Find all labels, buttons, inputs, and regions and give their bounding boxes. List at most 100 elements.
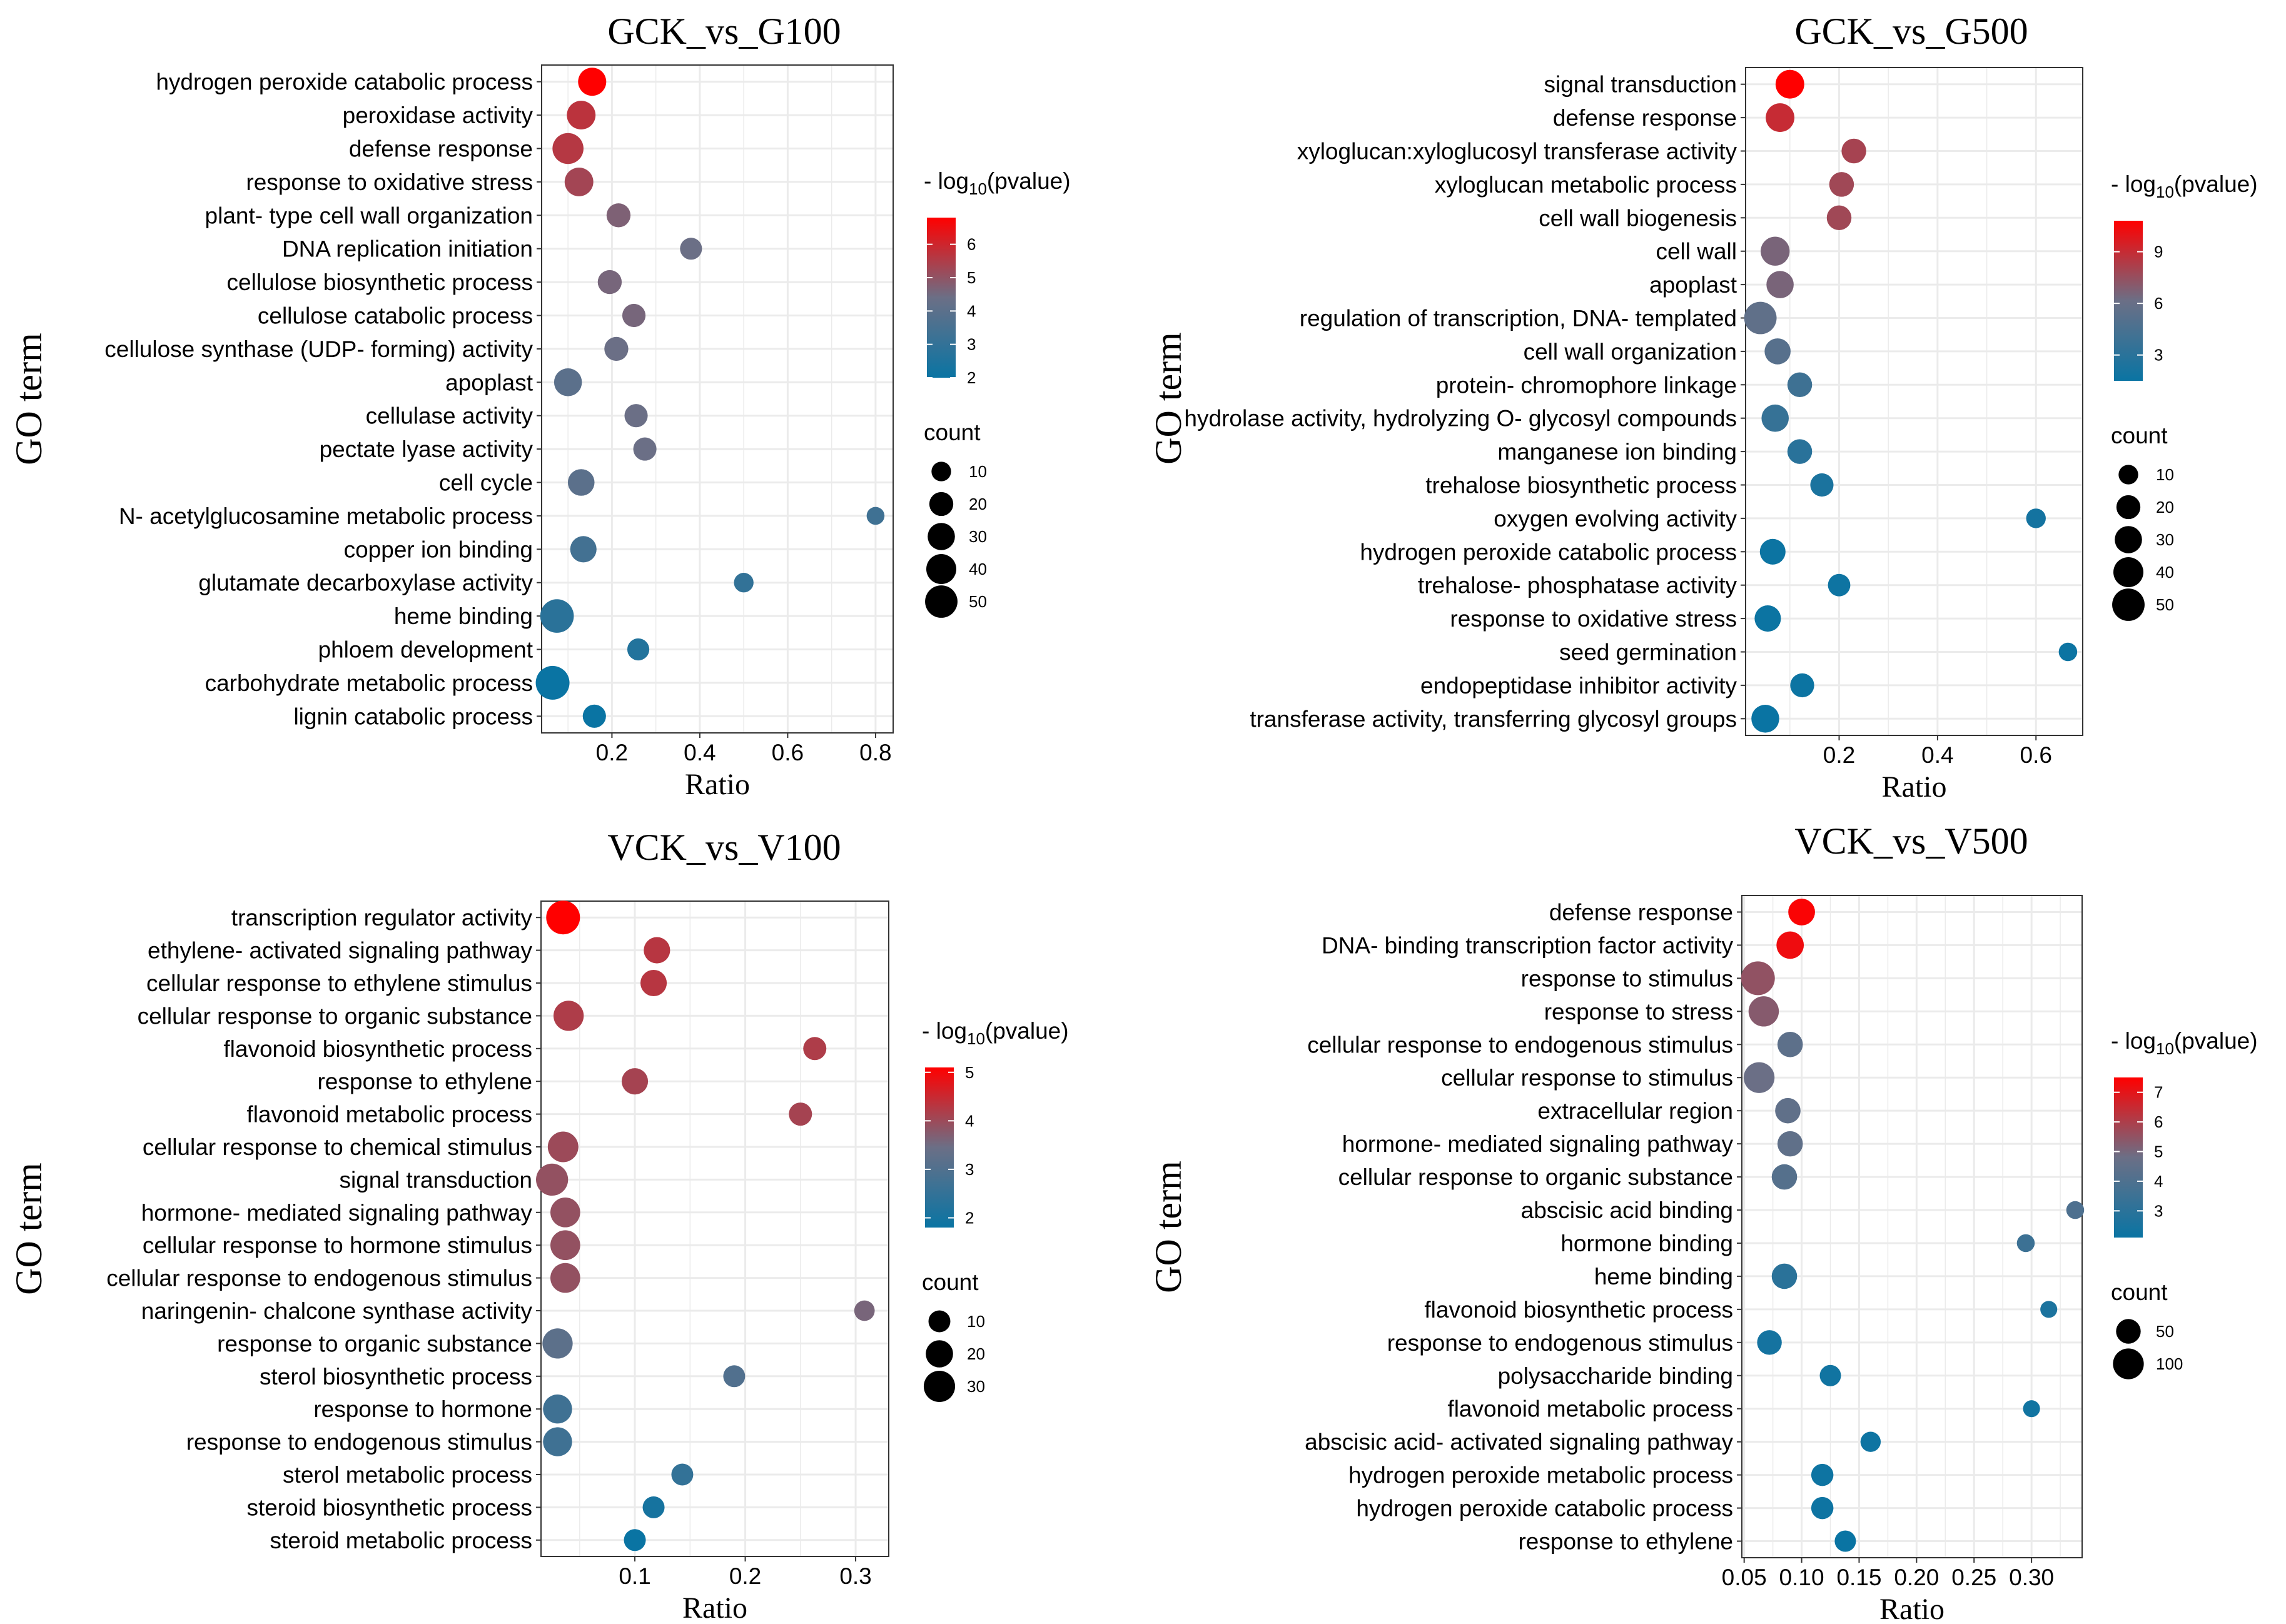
data-point (1759, 538, 1786, 565)
size-legend: count 50 100 (2111, 1279, 2183, 1379)
data-point (624, 404, 648, 428)
color-bar-label: 4 (965, 1111, 974, 1130)
legend-title-suffix: (pvalue) (2174, 171, 2258, 197)
y-tick-label: phloem development (318, 637, 534, 663)
color-legend-title: - log10(pvalue) (924, 168, 1071, 198)
data-point (582, 704, 606, 728)
data-point (543, 1395, 572, 1424)
y-tick-label: heme binding (1594, 1264, 1733, 1289)
legend-title-prefix: - log (2111, 171, 2156, 197)
data-point (1771, 1263, 1798, 1289)
plot-area (1746, 68, 2083, 735)
color-bar-label: 2 (965, 1208, 974, 1227)
size-legend-label: 40 (969, 560, 987, 578)
data-point (1751, 705, 1779, 733)
data-point (2026, 508, 2046, 528)
data-point (621, 1068, 649, 1095)
data-point (1761, 236, 1790, 266)
legend-title-suffix: (pvalue) (2174, 1028, 2258, 1054)
size-legend-label: 10 (969, 462, 987, 481)
data-point (1819, 1364, 1841, 1386)
x-tick-label: 0.3 (839, 1563, 871, 1589)
y-tick-label: apoplast (1649, 272, 1737, 298)
size-legend-label: 20 (2156, 498, 2174, 517)
size-legend: count 10 20 30 40 50 (2111, 423, 2174, 621)
y-tick-label: manganese ion binding (1497, 439, 1737, 465)
size-legend-dot (2113, 557, 2143, 587)
x-tick-label: 0.10 (1779, 1565, 1824, 1590)
size-legend-dot (2118, 465, 2138, 485)
y-tick-label: flavonoid metabolic process (1447, 1396, 1733, 1422)
size-legend-dot (2115, 526, 2142, 553)
data-point (543, 1427, 572, 1456)
color-bar-label: 3 (2154, 346, 2163, 365)
data-point (547, 1131, 579, 1163)
y-tick-label: cell wall (1656, 239, 1737, 265)
chart-title: GCK_vs_G100 (607, 11, 841, 52)
y-tick-label: xyloglucan metabolic process (1435, 172, 1737, 198)
data-point (1826, 205, 1852, 231)
data-point (1787, 439, 1813, 464)
color-bar-label: 5 (967, 268, 976, 287)
data-point (1860, 1431, 1881, 1452)
y-tick-label: hormone binding (1560, 1231, 1733, 1256)
color-legend: - log10(pvalue) 3 6 9 (2111, 171, 2258, 381)
y-axis-label: GO term (8, 333, 49, 465)
data-point (1771, 1164, 1798, 1190)
color-bar-label: 6 (2154, 294, 2163, 313)
y-tick-label: steroid metabolic process (270, 1528, 532, 1553)
size-legend-dot (928, 1310, 951, 1333)
size-legend-dot (926, 554, 956, 584)
size-legend-label: 10 (967, 1312, 985, 1331)
legend-title-sub: 10 (969, 179, 987, 198)
y-tick-label: response to endogenous stimulus (1387, 1330, 1733, 1356)
chart-title: GCK_vs_G500 (1794, 11, 2028, 52)
y-tick-label: extracellular region (1537, 1098, 1733, 1124)
data-point (2040, 1301, 2058, 1318)
data-point (2023, 1400, 2040, 1418)
y-tick-label: pectate lyase activity (320, 436, 534, 462)
size-legend-dot (929, 492, 954, 517)
y-tick-label: cellulose biosynthetic process (227, 270, 533, 295)
color-bar (2114, 221, 2143, 381)
y-tick-label: trehalose- phosphatase activity (1418, 573, 1737, 598)
color-bar-label: 6 (2154, 1112, 2163, 1131)
y-tick-label: cellular response to organic substance (1338, 1164, 1733, 1190)
x-tick-label: 0.25 (1951, 1565, 1996, 1590)
data-point (542, 1328, 573, 1359)
y-tick-label: lignin catabolic process (293, 704, 533, 729)
x-tick-label: 0.15 (1836, 1565, 1881, 1590)
color-bar (927, 218, 956, 378)
data-point (1766, 271, 1794, 298)
size-legend-dot (928, 523, 955, 550)
data-point (1810, 473, 1834, 497)
legend-title-suffix: (pvalue) (987, 168, 1071, 194)
color-bar-label: 5 (965, 1063, 974, 1082)
data-points (536, 900, 875, 1551)
y-tick-label: signal transduction (339, 1167, 532, 1193)
legend-title-sub: 10 (2156, 183, 2174, 201)
data-point (567, 469, 595, 496)
legend-title-sub: 10 (967, 1029, 985, 1048)
color-bar-label: 6 (967, 235, 976, 254)
x-tick-label: 0.6 (2020, 742, 2052, 768)
y-tick-label: response to stimulus (1521, 966, 1733, 991)
y-tick-label: response to oxidative stress (1450, 606, 1737, 632)
y-tick-label: ethylene- activated signaling pathway (148, 938, 532, 964)
y-tick-label: DNA- binding transcription factor activi… (1322, 932, 1734, 958)
x-tick-label: 0.2 (596, 740, 628, 765)
grid (1742, 895, 2082, 1558)
size-legend-label: 100 (2156, 1354, 2183, 1373)
data-point (1811, 1496, 1834, 1520)
y-tick-label: hydrogen peroxide catabolic process (1356, 1496, 1733, 1521)
y-tick-label: naringenin- chalcone synthase activity (141, 1298, 533, 1324)
y-tick-label: flavonoid metabolic process (246, 1102, 532, 1127)
data-point (1764, 338, 1791, 365)
color-legend: - log10(pvalue) 2 3 4 5 6 (924, 168, 1071, 387)
data-point (536, 1163, 569, 1196)
data-point (624, 1529, 646, 1551)
y-tick-label: endopeptidase inhibitor activity (1420, 673, 1737, 699)
data-point (2016, 1234, 2035, 1253)
